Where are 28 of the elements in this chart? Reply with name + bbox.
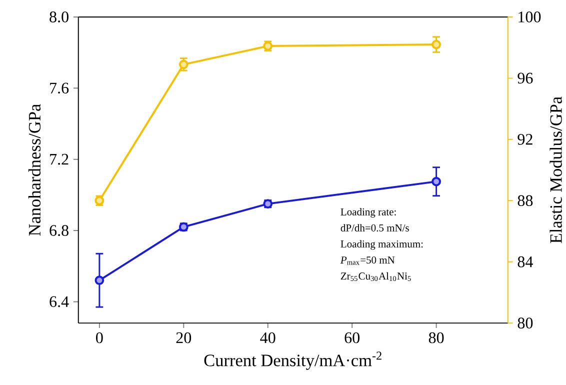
y-tick-label: 8.0 bbox=[50, 11, 68, 22]
point bbox=[432, 176, 441, 186]
y-tick-label: 7.2 bbox=[50, 154, 68, 165]
x-tick-label: 60 bbox=[344, 332, 360, 344]
y2-tick-label: 96 bbox=[518, 72, 533, 84]
y2-tick-label: 84 bbox=[518, 256, 533, 268]
annotation: Zr$_{55}$Cu$_{30}$Al$_{10}$Ni$_{5}$ bbox=[340, 272, 411, 282]
y2-tick-label: 88 bbox=[518, 195, 533, 206]
x-tick-label: 20 bbox=[176, 332, 192, 344]
y-axis-title: Nanohardness/GPa bbox=[28, 104, 41, 236]
annotation: Loading maximum: bbox=[340, 240, 423, 250]
annotation: Loading rate: bbox=[340, 208, 396, 218]
annotation: dP/dh=0.5 mN/s bbox=[340, 224, 409, 232]
x-tick-label: 80 bbox=[428, 332, 444, 344]
y2-tick-label: 80 bbox=[518, 318, 533, 328]
y2-tick-label: 100 bbox=[518, 12, 541, 22]
y2-axis-title: Elastic Modulus/GPa bbox=[550, 96, 562, 244]
y-tick-label: 6.8 bbox=[50, 225, 68, 236]
x-tick-label: 0 bbox=[96, 332, 103, 344]
x-tick-label: 40 bbox=[260, 332, 276, 344]
point bbox=[178, 60, 188, 70]
y-tick-label: 6.4 bbox=[50, 296, 69, 308]
annotation: P$_{max}$=50 mN bbox=[340, 256, 395, 265]
x-axis-title: Current Density/mA·cm$^{-2}$ bbox=[204, 352, 382, 370]
point bbox=[94, 276, 104, 286]
y2-tick-label: 92 bbox=[518, 134, 532, 145]
y-tick-label: 7.6 bbox=[50, 82, 69, 94]
point bbox=[432, 40, 441, 50]
